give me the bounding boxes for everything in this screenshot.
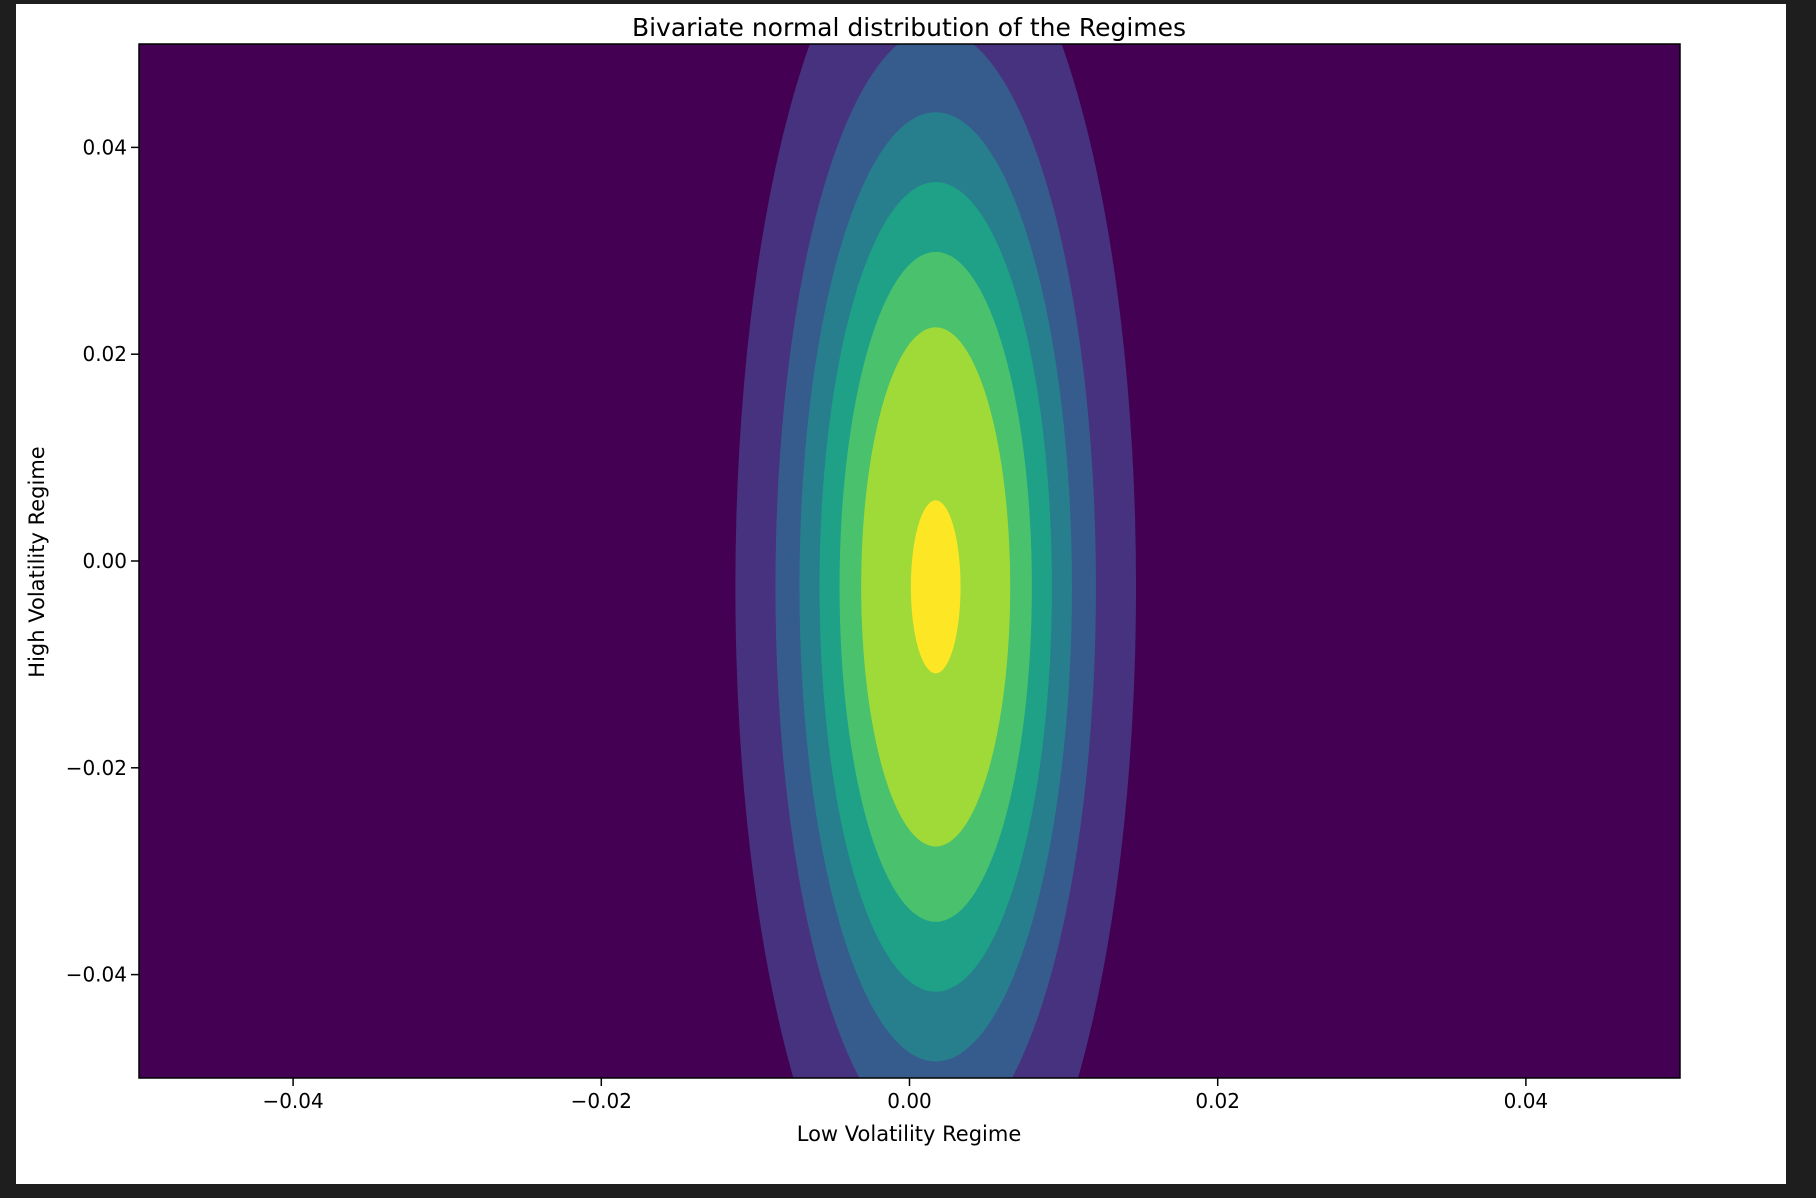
contour-level-7 <box>910 500 961 674</box>
y-axis-label: High Volatility Regime <box>25 446 49 677</box>
y-tick-label: −0.04 <box>66 963 127 987</box>
contour-chart: Bivariate normal distribution of the Reg… <box>25 13 1681 1146</box>
y-tick-label: 0.02 <box>82 342 127 366</box>
y-tick-label: 0.04 <box>82 135 127 159</box>
x-tick-label: 0.04 <box>1504 1089 1549 1113</box>
y-tick-label: −0.02 <box>66 756 127 780</box>
x-tick-label: 0.02 <box>1195 1089 1240 1113</box>
chart-title: Bivariate normal distribution of the Reg… <box>632 13 1186 42</box>
y-axis: −0.04 −0.02 0.00 0.02 0.04 <box>66 135 139 987</box>
chart-figure: Bivariate normal distribution of the Reg… <box>16 4 1786 1184</box>
plot-area <box>139 44 1680 1078</box>
x-tick-label: −0.02 <box>571 1089 632 1113</box>
x-axis-label: Low Volatility Regime <box>797 1122 1022 1146</box>
x-axis: −0.04 −0.02 0.00 0.02 0.04 <box>262 1078 1548 1113</box>
x-tick-label: −0.04 <box>262 1089 323 1113</box>
x-tick-label: 0.00 <box>887 1089 932 1113</box>
y-tick-label: 0.00 <box>82 549 127 573</box>
